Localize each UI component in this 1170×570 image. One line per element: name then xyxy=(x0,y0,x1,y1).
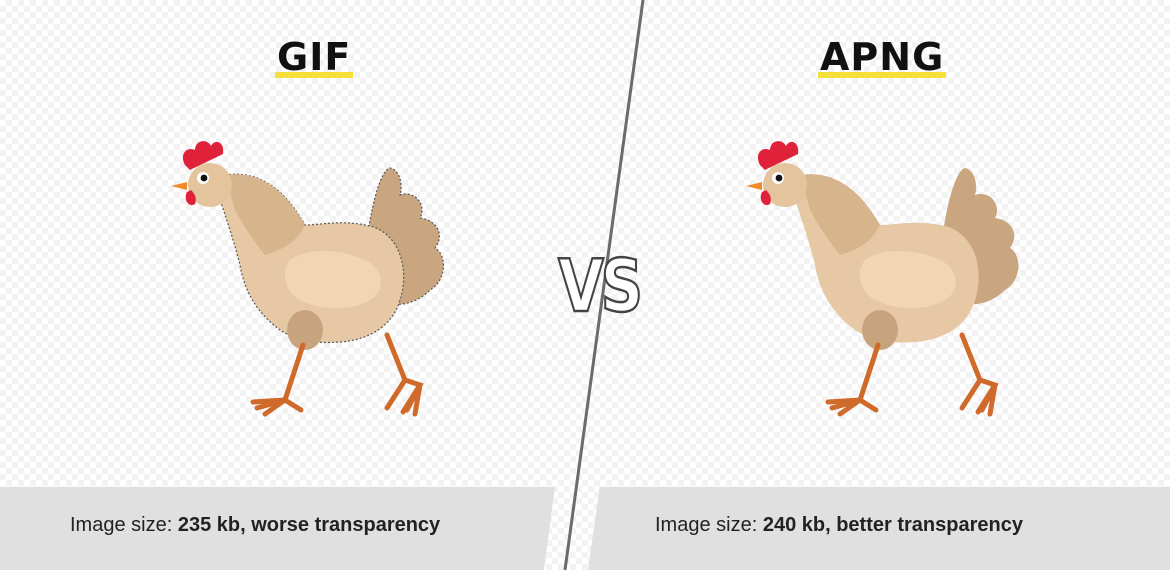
apng-caption-detail: 240 kb, better transparency xyxy=(762,514,1023,536)
gif-chicken-image xyxy=(171,141,444,417)
gif-caption-prefix: Image size: xyxy=(70,514,178,536)
apng-chicken-illustration xyxy=(746,141,1019,417)
gif-title: GIF xyxy=(275,35,354,79)
vs-label: VS xyxy=(557,244,644,328)
apng-caption-prefix: Image size: xyxy=(655,514,763,536)
gif-caption-detail: 235 kb, worse transparency xyxy=(177,514,441,536)
apng-chicken-image xyxy=(746,141,1019,417)
gif-caption-bar xyxy=(0,487,555,570)
apng-title: APNG xyxy=(818,35,947,79)
gif-caption: Image size: 235 kb, worse transparency xyxy=(70,514,440,537)
gif-chicken-illustration xyxy=(171,141,444,417)
apng-caption-bar xyxy=(588,487,1170,570)
apng-caption: Image size: 240 kb, better transparency xyxy=(655,514,1023,537)
